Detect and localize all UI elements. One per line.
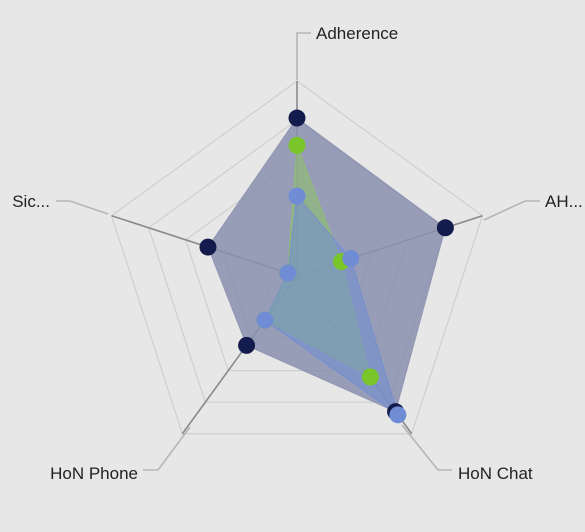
axis-label-leader	[56, 200, 109, 215]
axis-label-leader	[401, 424, 452, 471]
data-point	[288, 187, 306, 205]
data-point	[256, 311, 274, 329]
series-markers	[199, 109, 454, 424]
axis-label: HoN Chat	[458, 464, 533, 483]
data-point	[288, 109, 306, 127]
axis-label: HoN Phone	[50, 464, 138, 483]
axis-label-leader	[143, 426, 191, 471]
axis-label: Adherence	[316, 24, 398, 43]
series-area	[264, 194, 399, 417]
data-point	[436, 219, 454, 237]
axis-label-leader	[483, 200, 540, 221]
axis-label-leader	[296, 32, 311, 80]
data-point	[288, 136, 306, 154]
data-point	[389, 406, 407, 424]
axis-label: AH...	[545, 192, 583, 211]
data-point	[199, 238, 217, 256]
axis-labels: Adherence AH... HoN Chat HoN Phone Sic...	[12, 24, 583, 483]
data-point	[342, 250, 360, 268]
axis-label: Sic...	[12, 192, 50, 211]
data-point	[238, 336, 256, 354]
series-areas	[207, 117, 446, 417]
data-point	[279, 264, 297, 282]
data-point	[361, 368, 379, 386]
grid-ring	[110, 80, 484, 435]
